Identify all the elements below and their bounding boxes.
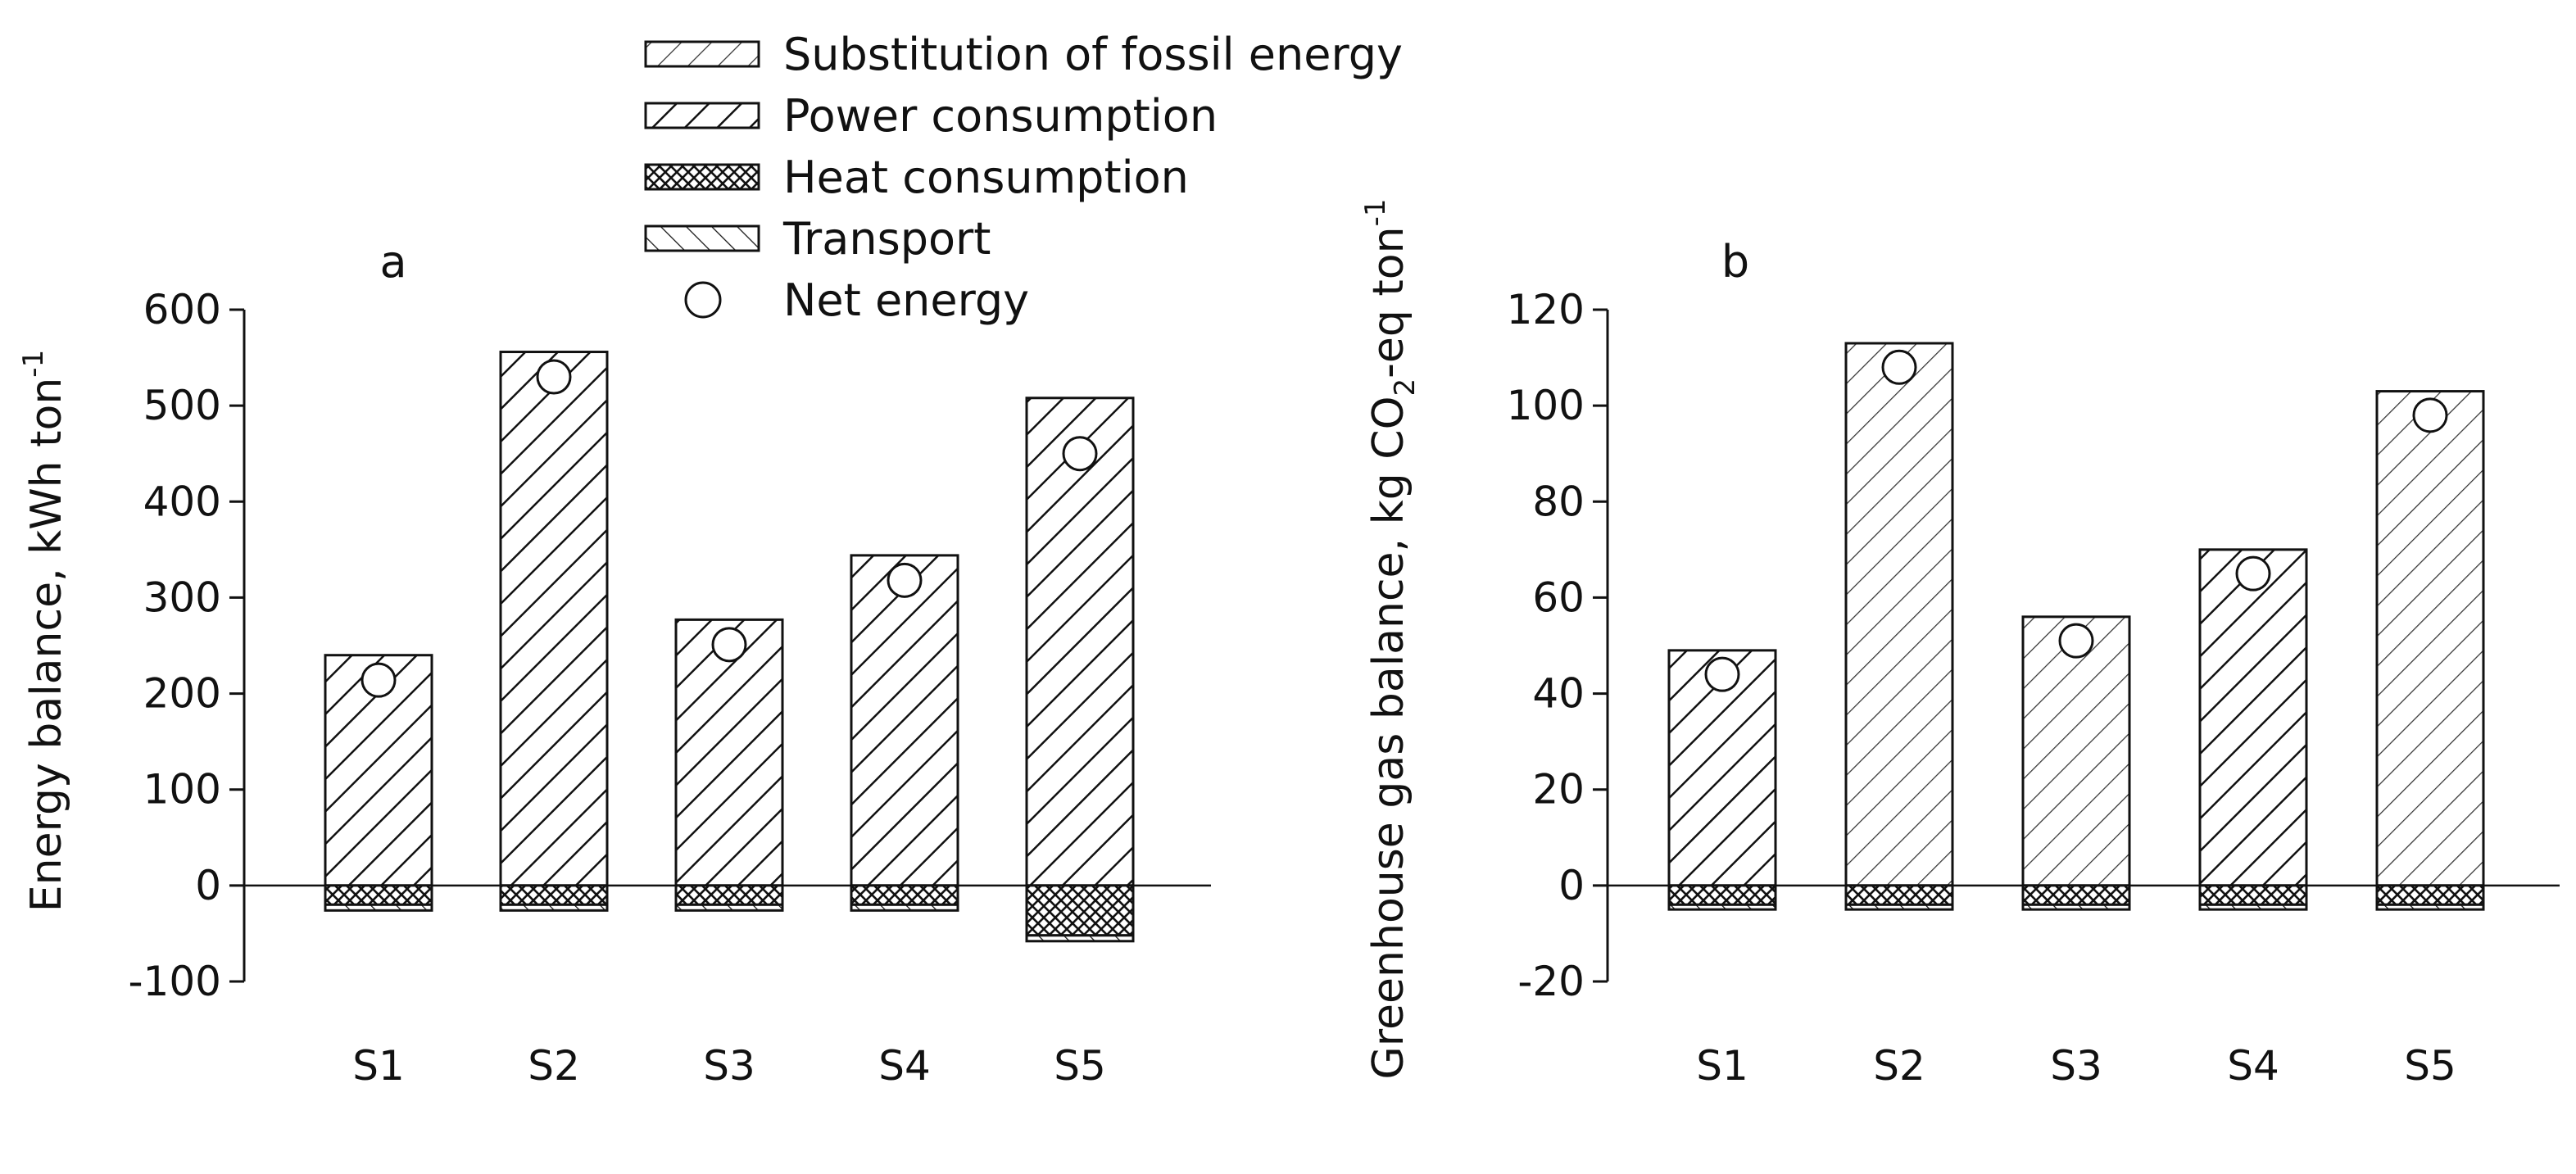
y-tick-label: 0 (195, 862, 221, 909)
net-energy-markers-b (1704, 349, 2448, 692)
y-axis-title-b-superscript: -1 (1359, 199, 1392, 227)
bar-heat (324, 884, 433, 906)
y-axis-title-b: Greenhouse gas balance, kg CO2-eq ton-1 (1359, 199, 1422, 1080)
bar-heat (499, 884, 609, 906)
y-tick-label: 600 (143, 286, 221, 333)
legend-swatch-net-energy (684, 281, 722, 319)
bar-heat (1844, 884, 1954, 906)
bar-substitution (1844, 342, 1954, 887)
bar-substitution (2198, 548, 2308, 887)
bars-b (1667, 342, 2485, 911)
y-tick-label: 500 (143, 382, 221, 429)
panel-label-a: a (379, 236, 406, 288)
bar-heat (850, 884, 959, 906)
category-label: S1 (352, 1042, 405, 1090)
category-label: S2 (528, 1042, 580, 1090)
legend-label: Transport (782, 213, 991, 265)
legend-swatch (644, 40, 760, 68)
bar-transport (2021, 903, 2131, 911)
net-energy-marker (1704, 656, 1740, 692)
bar-heat (674, 884, 784, 906)
bar-heat (1025, 884, 1135, 937)
y-tick-label: 100 (1507, 382, 1585, 429)
bar-transport (499, 903, 609, 912)
category-label: S3 (2050, 1042, 2102, 1090)
legend-swatch (644, 102, 760, 129)
bar-substitution (850, 554, 959, 887)
net-energy-marker (887, 562, 923, 598)
y-tick-label: 40 (1532, 670, 1585, 718)
net-energy-marker (711, 627, 747, 663)
category-label: S5 (2404, 1042, 2456, 1090)
y-tick-label: 100 (143, 766, 221, 814)
category-label: S3 (703, 1042, 755, 1090)
panel-b: b Greenhouse gas balance, kg CO2-eq ton-… (1359, 199, 2560, 1090)
y-tick-label: 400 (143, 478, 221, 525)
panel-label-b: b (1721, 236, 1749, 288)
net-energy-marker (2058, 623, 2094, 659)
net-energy-marker (1062, 436, 1098, 472)
bar-transport (674, 903, 784, 912)
y-tick-label: 200 (143, 670, 221, 718)
legend-label: Heat consumption (783, 152, 1189, 203)
bar-transport (1844, 903, 1954, 911)
y-tick-label: -100 (129, 958, 221, 1005)
bar-substitution (499, 351, 609, 887)
legend-swatch (644, 163, 760, 191)
legend-swatch (644, 224, 760, 252)
net-energy-marker (2235, 555, 2271, 592)
net-energy-marker (361, 662, 397, 698)
net-energy-marker (536, 359, 572, 395)
category-labels-b: S1 S2 S3 S4 S5 (1696, 1042, 2456, 1090)
legend-label: Power consumption (783, 90, 1218, 142)
y-tick-label: 300 (143, 573, 221, 621)
bar-transport (1667, 903, 1777, 911)
y-tick-label: 60 (1532, 573, 1585, 621)
bar-transport (1025, 934, 1135, 943)
bar-heat (1667, 884, 1777, 906)
y-tick-label: 80 (1532, 478, 1585, 525)
y-axis-a: -100 0 100 200 300 400 500 600 (129, 286, 1211, 1005)
bar-substitution (2021, 615, 2131, 887)
net-energy-markers-a (361, 359, 1098, 698)
panel-a: a Energy balance, kWh ton-1 -100 0 100 200 3… (17, 236, 1211, 1090)
category-label: S2 (1873, 1042, 1925, 1090)
category-label: S4 (878, 1042, 931, 1090)
net-energy-marker (2412, 397, 2448, 433)
y-tick-label: -20 (1517, 958, 1585, 1005)
category-labels-a: S1 S2 S3 S4 S5 (352, 1042, 1106, 1090)
bar-heat (2198, 884, 2308, 906)
bars-a (324, 351, 1135, 943)
y-axis-title-b-main: Greenhouse gas balance, kg CO2-eq ton (1364, 226, 1422, 1079)
bar-transport (2375, 903, 2485, 911)
y-axis-b: -20 0 20 40 60 80 100 120 (1507, 286, 2560, 1005)
y-axis-title-a-superscript: -1 (17, 350, 50, 378)
legend-label: Net energy (783, 274, 1029, 326)
legend-label: Substitution of fossil energy (783, 29, 1403, 80)
bar-substitution (2375, 390, 2485, 887)
category-label: S4 (2227, 1042, 2279, 1090)
bar-heat (2375, 884, 2485, 906)
bar-transport (2198, 903, 2308, 911)
bar-substitution (1025, 397, 1135, 887)
category-label: S5 (1054, 1042, 1106, 1090)
bar-transport (850, 903, 959, 912)
y-axis-title-a: Energy balance, kWh ton-1 (17, 350, 71, 912)
bar-heat (2021, 884, 2131, 906)
y-tick-label: 120 (1507, 286, 1585, 333)
net-energy-marker (1881, 349, 1917, 385)
bar-transport (324, 903, 433, 912)
legend: Substitution of fossil energy Power consu… (644, 29, 1403, 326)
y-tick-label: 20 (1532, 766, 1585, 814)
category-label: S1 (1696, 1042, 1748, 1090)
y-tick-label: 0 (1558, 862, 1585, 909)
